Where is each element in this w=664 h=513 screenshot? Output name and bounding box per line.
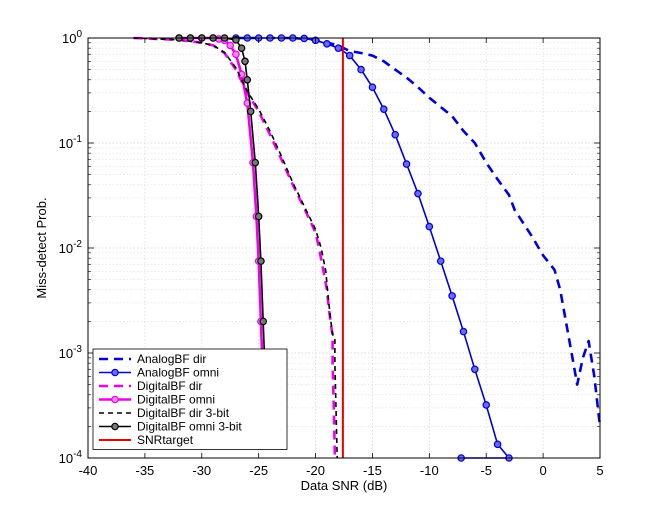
- legend-label: DigitalBF dir: [137, 379, 202, 393]
- series-layer: [133, 34, 602, 462]
- series-point: [448, 292, 456, 300]
- series-point: [237, 44, 246, 52]
- x-tick-label: -30: [192, 463, 211, 478]
- series-point: [241, 57, 249, 66]
- series-point: [334, 44, 343, 52]
- series-point: [357, 65, 365, 74]
- y-axis-label: Miss-detect Prob.: [34, 197, 49, 298]
- series-point: [459, 327, 468, 336]
- series-point: [243, 75, 252, 84]
- series-point: [323, 40, 331, 48]
- series-point: [436, 257, 445, 265]
- legend-label: AnalogBF omni: [137, 366, 219, 380]
- x-tick-label: 0: [539, 463, 546, 478]
- legend-label: SNRtarget: [137, 433, 194, 447]
- series-point: [232, 50, 240, 59]
- x-tick-label: -40: [79, 463, 98, 478]
- series-point: [414, 189, 422, 198]
- series-point: [254, 212, 263, 221]
- legend-label: DigitalBF omni 3-bit: [137, 420, 242, 434]
- series-point: [246, 107, 255, 116]
- series-point: [345, 51, 354, 60]
- legend-label: DigitalBF omni: [137, 393, 215, 407]
- series-point: [251, 158, 260, 167]
- y-tick-label: 10-2: [59, 239, 83, 256]
- series-point: [226, 41, 235, 50]
- series-point: [425, 222, 434, 231]
- series-point: [493, 440, 502, 449]
- series-point: [257, 257, 265, 265]
- series-point: [391, 130, 400, 139]
- y-tick-label: 10-1: [59, 134, 83, 151]
- x-tick-label: -25: [249, 463, 268, 478]
- series-line: [235, 36, 602, 427]
- series-point: [380, 105, 388, 113]
- y-tick-label: 10-3: [59, 344, 83, 361]
- x-tick-label: 5: [596, 463, 603, 478]
- x-tick-label: -5: [480, 463, 492, 478]
- legend-marker: [111, 422, 119, 431]
- series-point: [259, 317, 268, 326]
- legend-label: AnalogBF dir: [137, 352, 206, 366]
- series-point: [402, 160, 411, 168]
- series-line: [133, 37, 338, 459]
- series-analogbf-dir: [235, 36, 602, 427]
- legend-label: DigitalBF dir 3-bit: [137, 406, 230, 420]
- legend-marker: [111, 368, 119, 377]
- series-point: [471, 365, 479, 374]
- x-axis-label: Data SNR (dB): [301, 478, 388, 493]
- x-tick-label: -35: [135, 463, 154, 478]
- series-point: [368, 83, 377, 91]
- series-point: [482, 401, 491, 409]
- series-digitalbf-dir-3-bit: [133, 37, 338, 459]
- x-tick-label: -20: [306, 463, 325, 478]
- x-tick-label: -10: [420, 463, 439, 478]
- legend-marker: [111, 395, 119, 404]
- axis-ticks: -40 -35 -30 -25 -20 -15 -10 -5 0 5 10-4 10-3 10-2 10-…: [59, 29, 604, 478]
- x-tick-label: -15: [363, 463, 382, 478]
- y-tick-label: 100: [62, 29, 82, 46]
- y-tick-label: 10-4: [59, 449, 83, 466]
